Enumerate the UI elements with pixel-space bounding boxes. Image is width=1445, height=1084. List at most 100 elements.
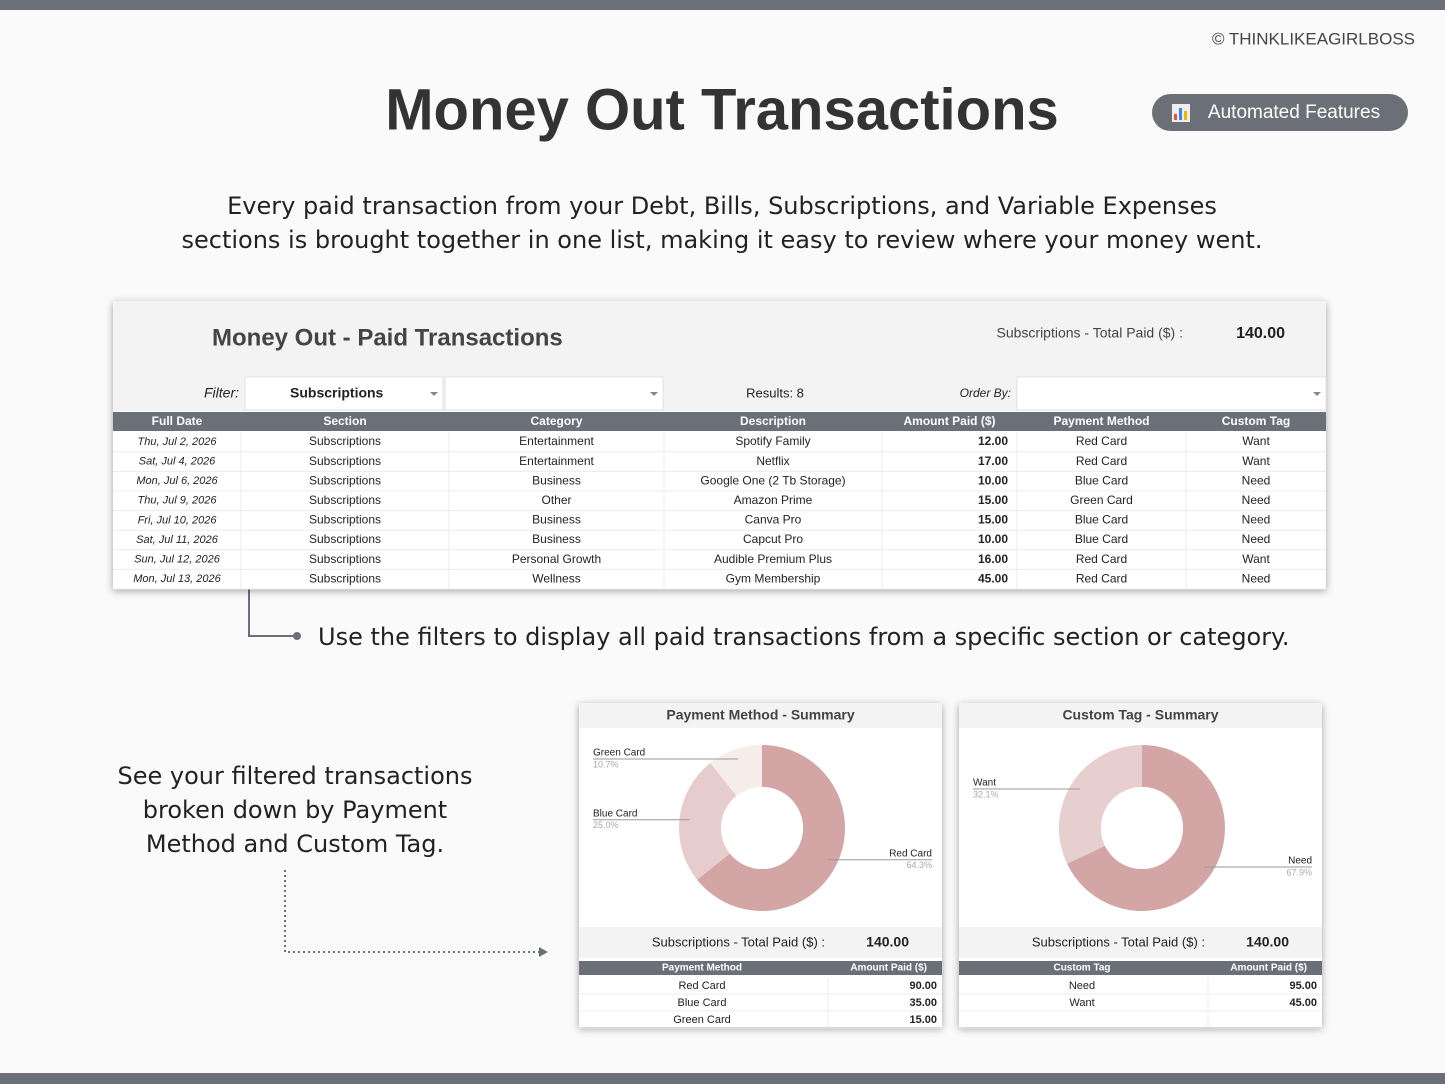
amount-cell: 10.00 xyxy=(978,532,1008,546)
summary-table-header xyxy=(959,961,1322,975)
cell: Need xyxy=(1242,473,1271,487)
slice-percent: 32.1% xyxy=(973,789,999,799)
filter-value: Subscriptions xyxy=(290,385,384,401)
sheet-title: Money Out - Paid Transactions xyxy=(212,324,563,351)
table-header xyxy=(113,412,1326,431)
cell: Need xyxy=(1242,513,1271,527)
sheet-total-label: Subscriptions - Total Paid ($) : xyxy=(997,325,1184,341)
cell: Want xyxy=(1242,434,1270,448)
date-cell: Sat, Jul 11, 2026 xyxy=(136,534,219,546)
cell: Subscriptions xyxy=(309,532,381,546)
summary-title: Payment Method - Summary xyxy=(666,707,854,723)
summary-cell: Green Card xyxy=(673,1014,730,1026)
summary-column: Amount Paid ($) xyxy=(1230,963,1307,974)
date-cell: Sat, Jul 4, 2026 xyxy=(139,456,216,468)
summary-cell: Want xyxy=(1069,997,1094,1009)
cell: Spotify Family xyxy=(735,434,810,448)
summary-amount: 90.00 xyxy=(909,980,937,992)
summary-total-label: Subscriptions - Total Paid ($) : xyxy=(1032,934,1205,949)
amount-cell: 10.00 xyxy=(978,473,1008,487)
arrow-head xyxy=(539,947,548,957)
cell: Entertainment xyxy=(519,454,594,468)
cell: Red Card xyxy=(1076,454,1127,468)
cell: Gym Membership xyxy=(726,571,821,585)
cell: Personal Growth xyxy=(512,552,601,566)
slice-percent: 10.7% xyxy=(593,759,619,769)
intro-line: sections is brought together in one list… xyxy=(181,226,1262,254)
cell: Business xyxy=(532,513,581,527)
column-header: Amount Paid ($) xyxy=(904,414,996,428)
top-bar xyxy=(0,0,1445,10)
dropdown[interactable] xyxy=(1016,376,1327,411)
summary-amount: 45.00 xyxy=(1289,997,1317,1009)
slice-percent: 25.0% xyxy=(593,820,619,830)
cell: Want xyxy=(1242,552,1270,566)
summary-arrow xyxy=(284,870,541,953)
cell: Red Card xyxy=(1076,552,1127,566)
amount-cell: 45.00 xyxy=(978,571,1008,585)
summary-amount: 95.00 xyxy=(1289,980,1317,992)
summary-amount: 15.00 xyxy=(909,1014,937,1026)
cell: Green Card xyxy=(1070,493,1133,507)
cell: Blue Card xyxy=(1075,513,1128,527)
sheet-total-value: 140.00 xyxy=(1236,325,1285,342)
cell: Need xyxy=(1242,571,1271,585)
donut-hole xyxy=(721,787,803,869)
cell: Other xyxy=(541,493,571,507)
summary-cell: Blue Card xyxy=(678,997,727,1009)
intro-line: Every paid transaction from your Debt, B… xyxy=(227,192,1217,220)
column-header: Section xyxy=(323,414,366,428)
date-cell: Thu, Jul 9, 2026 xyxy=(138,495,218,507)
total-bar xyxy=(959,927,1322,958)
date-cell: Thu, Jul 2, 2026 xyxy=(138,436,218,448)
summary-total-label: Subscriptions - Total Paid ($) : xyxy=(652,934,825,949)
summary-total-value: 140.00 xyxy=(1246,934,1289,950)
cell: Subscriptions xyxy=(309,571,381,585)
cell: Entertainment xyxy=(519,434,594,448)
cell: Need xyxy=(1242,532,1271,546)
dropdown[interactable] xyxy=(444,376,664,411)
dropdown-caret xyxy=(430,392,438,396)
cell: Subscriptions xyxy=(309,513,381,527)
amount-cell: 17.00 xyxy=(978,454,1008,468)
filter-label: Filter: xyxy=(204,385,239,401)
slice-label: Blue Card xyxy=(593,808,637,819)
date-cell: Fri, Jul 10, 2026 xyxy=(138,514,218,526)
summary-column: Custom Tag xyxy=(1053,963,1110,974)
cell: Amazon Prime xyxy=(734,493,813,507)
cell: Subscriptions xyxy=(309,552,381,566)
summary-title-bar xyxy=(579,703,942,728)
dropdown[interactable] xyxy=(244,376,444,411)
summary-column: Payment Method xyxy=(662,963,742,974)
bottom-bar xyxy=(0,1073,1445,1084)
cell: Capcut Pro xyxy=(743,532,803,546)
cell: Need xyxy=(1242,493,1271,507)
summary-note-line: See your filtered transactions xyxy=(118,762,473,790)
cell: Google One (2 Tb Storage) xyxy=(700,473,845,487)
page-title: Money Out Transactions xyxy=(385,77,1059,142)
cell: Netflix xyxy=(756,454,789,468)
column-header: Custom Tag xyxy=(1222,414,1290,428)
cell: Red Card xyxy=(1076,434,1127,448)
donut-slice xyxy=(697,745,845,911)
summary-cell: Red Card xyxy=(678,980,725,992)
summary-note-line: broken down by Payment xyxy=(143,796,447,824)
summary-title-bar xyxy=(959,703,1322,728)
badge[interactable] xyxy=(1152,94,1408,131)
cell: Business xyxy=(532,532,581,546)
summary-title: Custom Tag - Summary xyxy=(1062,707,1218,723)
cell: Blue Card xyxy=(1075,473,1128,487)
cell: Red Card xyxy=(1076,571,1127,585)
column-header: Category xyxy=(530,414,582,428)
cell: Wellness xyxy=(532,571,580,585)
dropdown-caret xyxy=(1313,392,1321,396)
donut-slice xyxy=(1059,745,1142,864)
cell: Audible Premium Plus xyxy=(714,552,832,566)
slice-label: Red Card xyxy=(889,848,932,859)
amount-cell: 15.00 xyxy=(978,513,1008,527)
filter-note: Use the filters to display all paid tran… xyxy=(318,623,1290,651)
slice-label: Need xyxy=(1288,856,1312,867)
slice-label: Want xyxy=(973,778,996,789)
